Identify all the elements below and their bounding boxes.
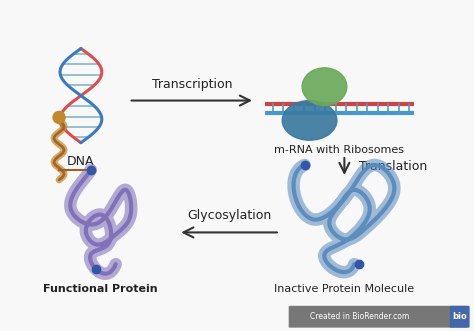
Text: bio: bio — [452, 312, 467, 321]
Text: m-RNA with Ribosomes: m-RNA with Ribosomes — [274, 145, 404, 155]
Text: DNA: DNA — [67, 155, 95, 168]
Ellipse shape — [302, 68, 347, 106]
Ellipse shape — [282, 101, 337, 140]
Text: Transcription: Transcription — [152, 78, 233, 91]
FancyBboxPatch shape — [450, 306, 470, 328]
Text: Inactive Protein Molecule: Inactive Protein Molecule — [274, 284, 414, 294]
Text: Glycosylation: Glycosylation — [187, 209, 271, 221]
Text: Functional Protein: Functional Protein — [44, 284, 158, 294]
Text: Translation: Translation — [359, 161, 428, 173]
Text: Created in BioRender.com: Created in BioRender.com — [310, 312, 409, 321]
FancyBboxPatch shape — [289, 306, 468, 328]
Ellipse shape — [53, 112, 65, 123]
